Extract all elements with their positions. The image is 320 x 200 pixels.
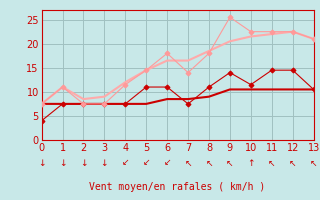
Text: ↙: ↙ (142, 158, 150, 168)
Text: ↖: ↖ (205, 158, 213, 168)
Text: ↓: ↓ (100, 158, 108, 168)
Text: ↙: ↙ (122, 158, 129, 168)
Text: ↓: ↓ (80, 158, 87, 168)
Text: ↓: ↓ (59, 158, 66, 168)
Text: ↓: ↓ (38, 158, 45, 168)
Text: ↖: ↖ (310, 158, 317, 168)
Text: ↖: ↖ (268, 158, 276, 168)
Text: ↑: ↑ (247, 158, 255, 168)
Text: ↖: ↖ (289, 158, 296, 168)
Text: ↖: ↖ (226, 158, 234, 168)
Text: Vent moyen/en rafales ( km/h ): Vent moyen/en rafales ( km/h ) (90, 182, 266, 192)
Text: ↙: ↙ (164, 158, 171, 168)
Text: ↖: ↖ (184, 158, 192, 168)
